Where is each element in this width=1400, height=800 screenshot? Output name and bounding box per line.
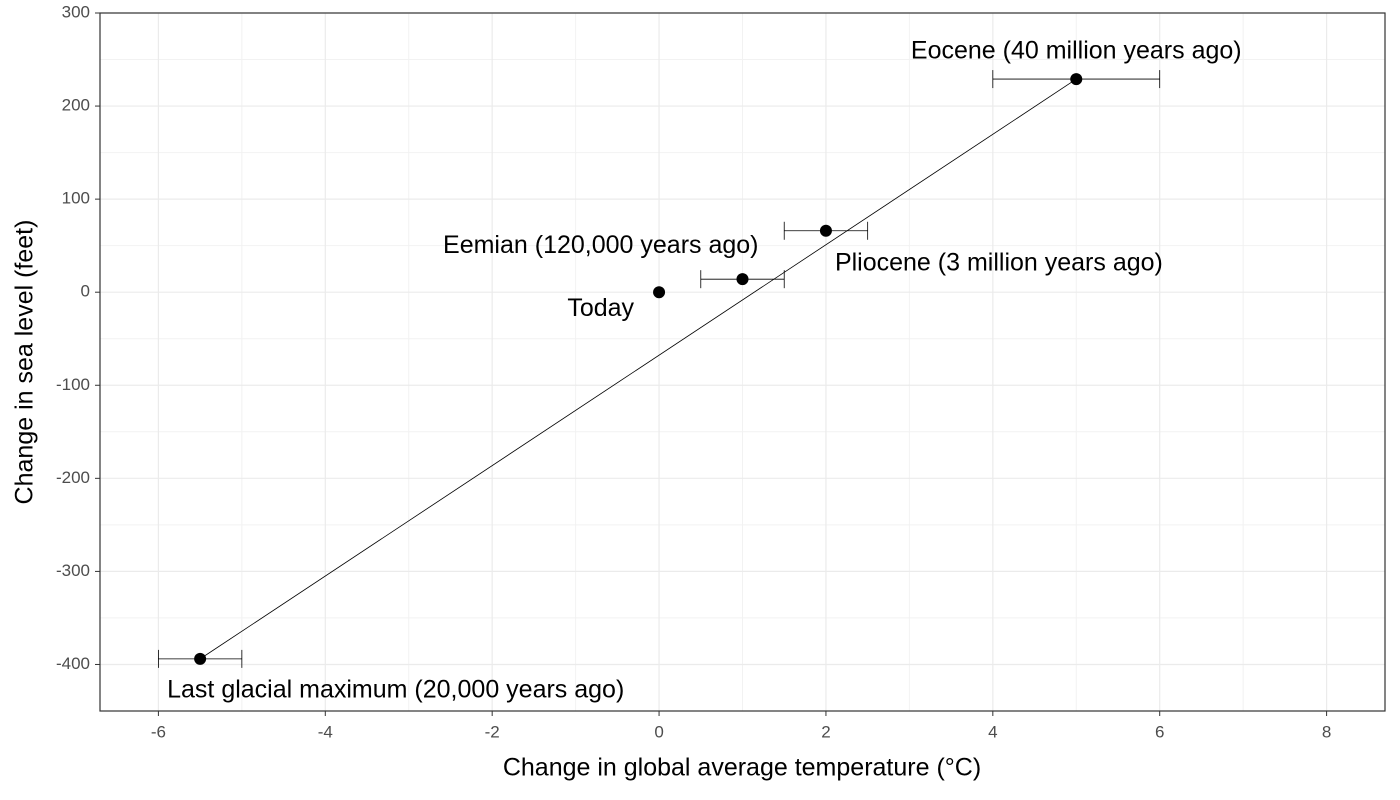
point-label: Pliocene (3 million years ago) bbox=[835, 248, 1163, 276]
point-label: Eemian (120,000 years ago) bbox=[443, 231, 758, 259]
y-tick-label: -100 bbox=[56, 375, 90, 394]
point-label: Last glacial maximum (20,000 years ago) bbox=[167, 675, 624, 703]
fit-line bbox=[199, 78, 1077, 660]
point bbox=[819, 224, 832, 237]
x-tick-label: 0 bbox=[654, 722, 663, 741]
point bbox=[1070, 73, 1083, 86]
y-tick-label: 100 bbox=[62, 189, 90, 208]
point bbox=[194, 652, 207, 665]
point bbox=[653, 286, 666, 299]
y-tick-label: 0 bbox=[81, 282, 90, 301]
y-tick-label: -300 bbox=[56, 561, 90, 580]
x-tick-label: -2 bbox=[485, 722, 500, 741]
y-tick-label: -200 bbox=[56, 468, 90, 487]
x-tick-label: 8 bbox=[1322, 722, 1331, 741]
y-tick-label: -400 bbox=[56, 654, 90, 673]
x-tick-label: 2 bbox=[821, 722, 830, 741]
x-tick-label: 4 bbox=[988, 722, 997, 741]
x-tick-label: -4 bbox=[318, 722, 333, 741]
y-tick-label: 200 bbox=[62, 96, 90, 115]
point-label: Eocene (40 million years ago) bbox=[911, 37, 1242, 65]
y-axis-title: Change in sea level (feet) bbox=[11, 220, 39, 505]
y-tick-label: 300 bbox=[62, 2, 90, 21]
x-tick-label: 6 bbox=[1155, 722, 1164, 741]
point-label: Today bbox=[567, 294, 634, 322]
point bbox=[736, 273, 749, 286]
x-tick-label: -6 bbox=[151, 722, 166, 741]
x-axis-title: Change in global average temperature (°C… bbox=[503, 754, 981, 782]
plot-frame bbox=[99, 12, 1386, 712]
